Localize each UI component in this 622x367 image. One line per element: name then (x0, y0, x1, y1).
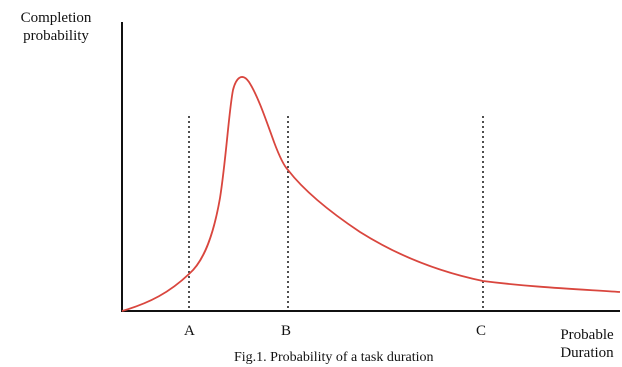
y-axis-label-line1: Completion (20, 10, 92, 26)
x-axis-label: Probable Duration (552, 326, 622, 362)
marker-label-b: B (281, 323, 292, 339)
probability-curve (121, 76, 621, 312)
y-axis-label: Completion probability (4, 9, 108, 45)
y-axis-label-line2: probability (23, 28, 89, 44)
x-axis-label-line1: Probable (560, 327, 614, 343)
marker-label-c: C (476, 323, 487, 339)
marker-label-a: A (184, 323, 195, 339)
figure-caption: Fig.1. Probability of a task duration (234, 350, 434, 365)
x-axis-label-line2: Duration (560, 345, 614, 361)
